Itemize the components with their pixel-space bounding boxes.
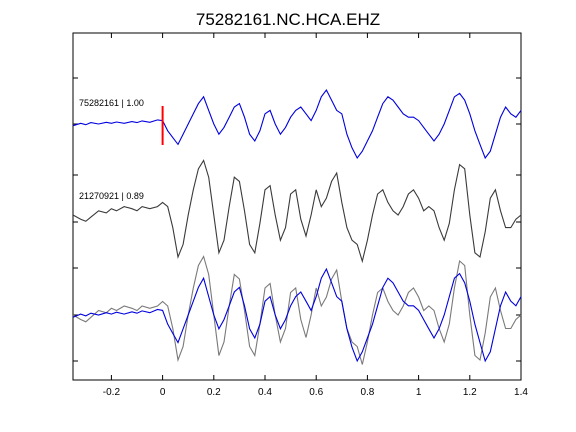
- x-tick-label: 0.8: [360, 387, 374, 398]
- x-tick-label: 1.2: [463, 387, 477, 398]
- x-tick-label: 0: [160, 387, 166, 398]
- chart-title: 75282161.NC.HCA.EHZ: [196, 10, 380, 29]
- trace-label-group: 75282161 | 1.00 21270921 | 0.89: [79, 98, 144, 201]
- x-tick-label: 0.6: [309, 387, 323, 398]
- trace-label-21270921: 21270921 | 0.89: [79, 191, 144, 201]
- trace-label-75282161: 75282161 | 1.00: [79, 98, 144, 108]
- x-tick-label: 1: [416, 387, 422, 398]
- y-axis-ticks: [73, 77, 521, 362]
- trace-21270921: [72, 159, 522, 264]
- trace-group: [72, 88, 522, 365]
- x-axis-tick-labels: -0.2 0 0.2 0.4 0.6 0.8 1 1.2 1.4: [103, 387, 529, 398]
- plot-frame: [72, 32, 522, 381]
- overlay-trace-21270921: [72, 255, 522, 365]
- overlay-trace-75282161: [72, 267, 522, 363]
- x-axis-ticks: [110, 33, 522, 380]
- x-tick-label: -0.2: [103, 387, 121, 398]
- x-tick-label: 0.2: [207, 387, 221, 398]
- x-tick-label: 0.4: [258, 387, 272, 398]
- x-tick-label: 1.4: [514, 387, 528, 398]
